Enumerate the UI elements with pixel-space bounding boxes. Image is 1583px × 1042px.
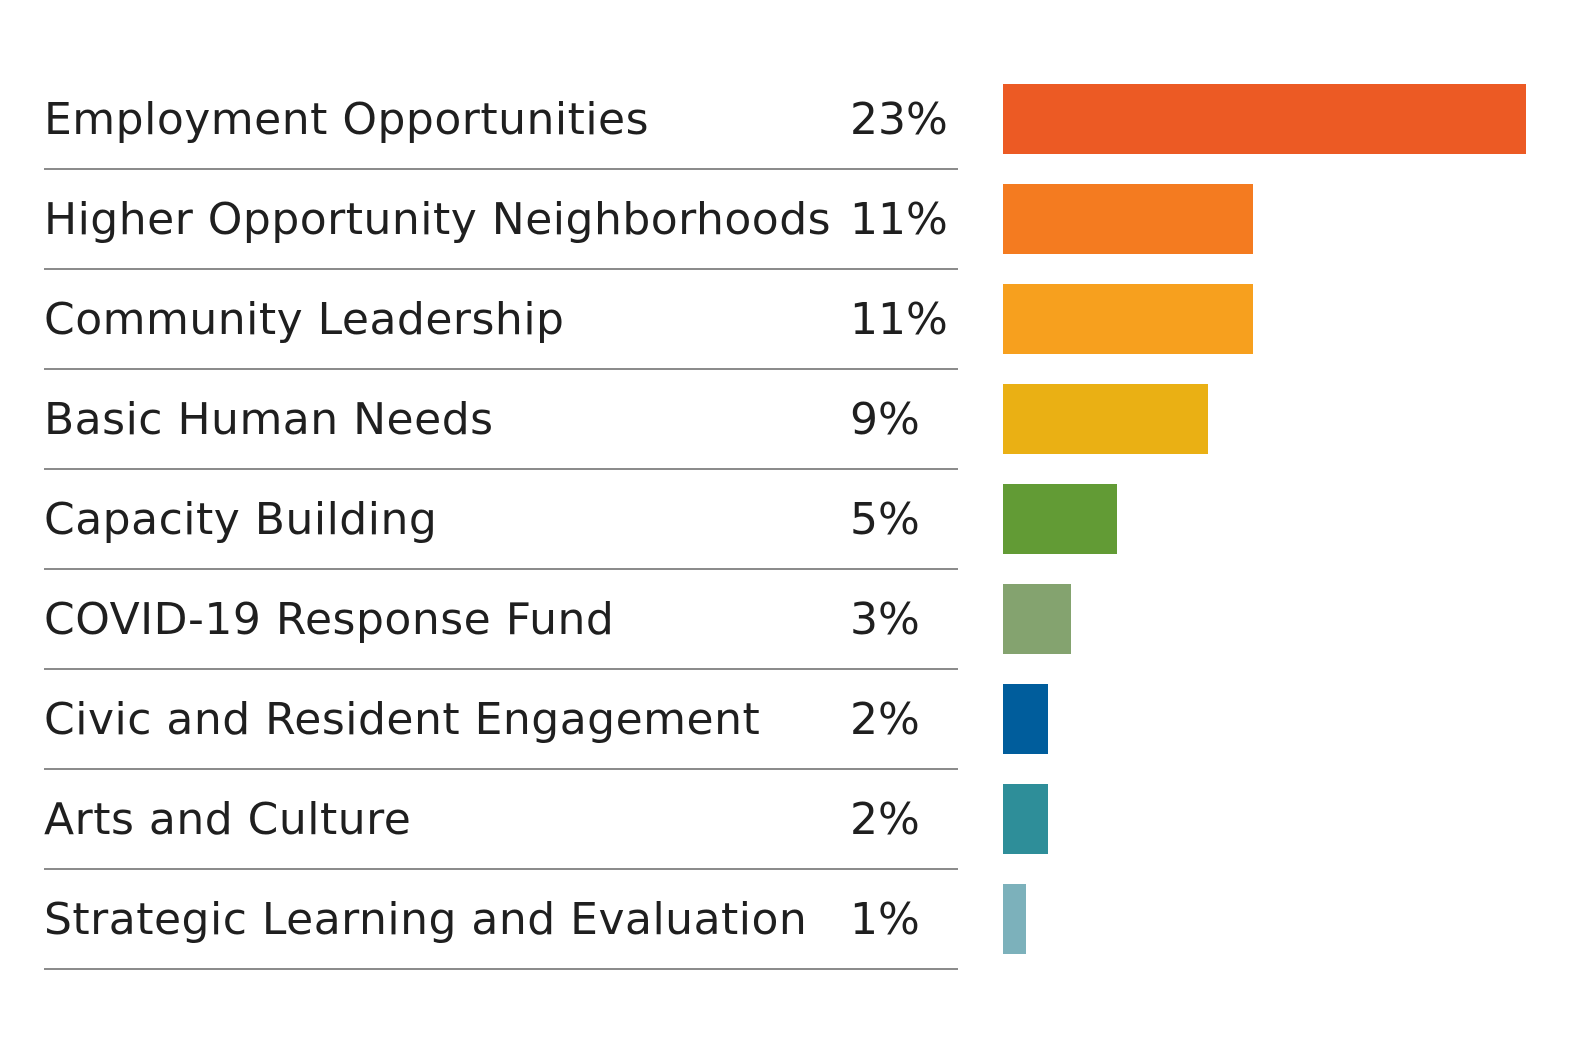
category-row: Community Leadership 11% <box>44 270 958 370</box>
category-row: Capacity Building 5% <box>44 470 958 570</box>
category-row: Basic Human Needs 9% <box>44 370 958 470</box>
bar-covid-19-response-fund <box>1003 584 1071 654</box>
category-label: Community Leadership <box>44 294 565 345</box>
row-divider <box>44 668 958 670</box>
bar-basic-human-needs <box>1003 384 1208 454</box>
row-divider <box>44 868 958 870</box>
category-label: Strategic Learning and Evaluation <box>44 894 808 945</box>
value-label: 11% <box>850 194 948 245</box>
category-label: Capacity Building <box>44 494 438 545</box>
row-divider <box>44 168 958 170</box>
row-divider <box>44 968 958 970</box>
bar-employment-opportunities <box>1003 84 1526 154</box>
value-label: 23% <box>850 94 948 145</box>
row-divider <box>44 568 958 570</box>
value-label: 1% <box>850 894 920 945</box>
row-divider <box>44 268 958 270</box>
value-label: 2% <box>850 794 920 845</box>
value-label: 9% <box>850 394 920 445</box>
bar-civic-and-resident-engagement <box>1003 684 1048 754</box>
category-label: Civic and Resident Engagement <box>44 694 761 745</box>
value-label: 3% <box>850 594 920 645</box>
category-row: Strategic Learning and Evaluation 1% <box>44 870 958 970</box>
bar-arts-and-culture <box>1003 784 1048 854</box>
category-row: Civic and Resident Engagement 2% <box>44 670 958 770</box>
row-divider <box>44 768 958 770</box>
value-label: 2% <box>850 694 920 745</box>
category-row: COVID-19 Response Fund 3% <box>44 570 958 670</box>
bar-higher-opportunity-neighborhoods <box>1003 184 1253 254</box>
category-label: Employment Opportunities <box>44 94 650 145</box>
bar-capacity-building <box>1003 484 1117 554</box>
category-row: Employment Opportunities 23% <box>44 70 958 170</box>
row-divider <box>44 468 958 470</box>
value-label: 11% <box>850 294 948 345</box>
bar-community-leadership <box>1003 284 1253 354</box>
category-label: Higher Opportunity Neighborhoods <box>44 194 832 245</box>
category-row: Arts and Culture 2% <box>44 770 958 870</box>
bar-strategic-learning-and-evaluation <box>1003 884 1026 954</box>
category-label: Basic Human Needs <box>44 394 494 445</box>
category-label: Arts and Culture <box>44 794 412 845</box>
row-divider <box>44 368 958 370</box>
category-row: Higher Opportunity Neighborhoods 11% <box>44 170 958 270</box>
category-label: COVID-19 Response Fund <box>44 594 615 645</box>
value-label: 5% <box>850 494 920 545</box>
